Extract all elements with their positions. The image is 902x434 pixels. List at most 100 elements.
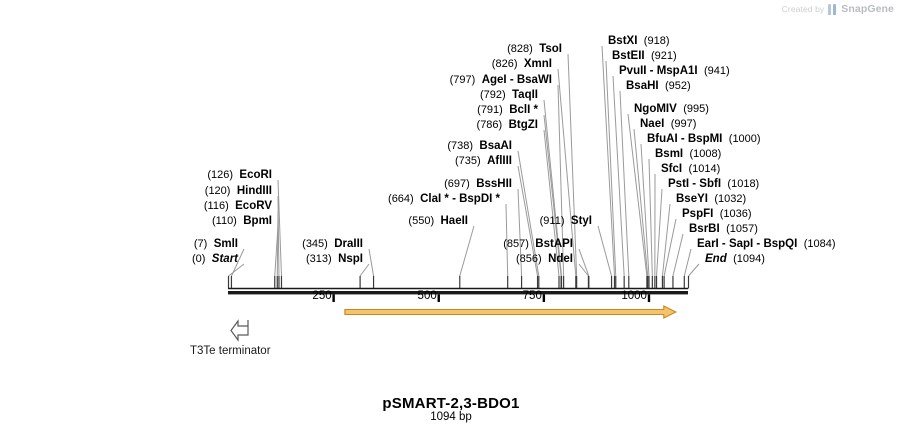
restriction-site-label[interactable]: (738) BsaAI xyxy=(192,140,512,153)
restriction-site-label[interactable]: EarI - SapI - BspQI (1084) xyxy=(697,238,836,251)
site-position: (735) xyxy=(455,155,481,167)
site-name: ClaI * - BspDI * xyxy=(420,193,500,205)
leader-lines-right xyxy=(601,45,700,277)
plasmid-size-label: 1094 bp xyxy=(430,411,472,423)
restriction-site-label[interactable]: BsrBI (1057) xyxy=(689,223,758,236)
restriction-site-label[interactable]: (7) SmlI xyxy=(0,238,238,251)
site-position: (1018) xyxy=(727,178,760,190)
restriction-site-label[interactable]: End (1094) xyxy=(705,253,765,266)
site-name: EcoRV xyxy=(235,200,272,212)
restriction-site-label[interactable]: (856) NdeI xyxy=(253,253,573,266)
site-name: BpmI xyxy=(243,215,272,227)
restriction-site-label[interactable]: (550) HaeII xyxy=(148,215,468,228)
restriction-site-label[interactable]: (345) DraIII xyxy=(43,238,363,251)
restriction-site-label[interactable]: BsmI (1008) xyxy=(655,148,721,161)
t3te-terminator-label: T3Te terminator xyxy=(190,345,271,357)
leader-line xyxy=(557,68,577,277)
restriction-site-label[interactable]: BstXI (918) xyxy=(608,35,669,48)
leader-lines-left xyxy=(228,53,613,277)
site-position: (791) xyxy=(477,104,503,116)
restriction-site-label[interactable]: (826) XmnI xyxy=(232,58,552,71)
restriction-site-label[interactable]: (0) Start xyxy=(0,253,238,266)
leader-line xyxy=(277,195,280,277)
site-name: BstXI xyxy=(608,35,638,47)
restriction-site-label[interactable]: (110) BpmI xyxy=(0,215,272,228)
site-name: PstI - SbfI xyxy=(668,178,722,190)
site-position: (786) xyxy=(476,119,503,131)
site-position: (550) xyxy=(408,215,435,227)
restriction-site-label[interactable]: (792) TaqII xyxy=(218,89,538,102)
site-name: AflIII xyxy=(487,155,512,167)
orf-arrow-shape[interactable] xyxy=(344,305,678,319)
leader-line xyxy=(359,263,370,277)
restriction-site-label[interactable]: SfcI (1014) xyxy=(661,163,720,176)
site-name: NgoMIV xyxy=(634,103,677,115)
leader-line xyxy=(640,143,650,277)
restriction-site-label[interactable]: PstI - SbfI (1018) xyxy=(668,178,759,191)
restriction-site-label[interactable]: (126) EcoRI xyxy=(0,169,272,182)
site-position: (1014) xyxy=(688,163,721,175)
leader-line xyxy=(578,248,590,277)
restriction-site-label[interactable]: (791) BclI * xyxy=(218,104,538,117)
restriction-site-label[interactable]: PspFI (1036) xyxy=(682,208,752,221)
site-name: SfcI xyxy=(661,163,683,175)
site-name: BsaHI xyxy=(626,80,659,92)
restriction-site-label[interactable]: (735) AflIII xyxy=(192,155,512,168)
restriction-site-label[interactable]: NaeI (997) xyxy=(640,118,696,131)
site-position: (738) xyxy=(447,140,473,152)
site-name: BsmI xyxy=(655,148,684,160)
restriction-site-label[interactable]: PvuII - MspA1I (941) xyxy=(619,65,730,78)
site-name: EarI - SapI - BspQI xyxy=(697,238,798,250)
site-position: (664) xyxy=(388,193,414,205)
site-name: HindIII xyxy=(236,185,272,197)
restriction-site-ticks xyxy=(227,276,690,289)
snapgene-logo-icon xyxy=(828,3,837,15)
restriction-site-label[interactable]: (664) ClaI * - BspDI * xyxy=(180,193,500,206)
leader-line xyxy=(672,233,684,277)
restriction-site-label[interactable]: (797) AgeI - BsaWI xyxy=(232,74,552,87)
site-position: (828) xyxy=(507,43,533,55)
site-name: NdeI xyxy=(548,253,573,265)
site-name: End xyxy=(705,253,727,265)
site-name: StyI xyxy=(570,215,592,227)
restriction-site-label[interactable]: BseYI (1032) xyxy=(676,193,746,206)
restriction-site-label[interactable]: NgoMIV (995) xyxy=(634,103,709,116)
plasmid-backbone xyxy=(228,287,688,295)
site-position: (1036) xyxy=(719,208,752,220)
restriction-site-label[interactable]: (313) NspI xyxy=(43,253,363,266)
site-name: TsoI xyxy=(539,43,562,55)
restriction-site-label[interactable]: BstEII (921) xyxy=(612,50,677,63)
snapgene-watermark: Created by SnapGene xyxy=(782,3,894,15)
site-position: (345) xyxy=(302,238,328,250)
t3te-terminator-icon[interactable] xyxy=(230,319,249,342)
site-name: EcoRI xyxy=(239,169,272,181)
backbone-lower-bar xyxy=(228,291,688,295)
restriction-site-label[interactable]: BfuAI - BspMI (1000) xyxy=(647,133,761,146)
restriction-site-label[interactable]: (697) BssHII xyxy=(192,178,512,191)
restriction-site-label[interactable]: (786) BtgZI xyxy=(218,119,538,132)
site-position: (110) xyxy=(211,215,237,227)
restriction-site-label[interactable]: (120) HindIII xyxy=(0,185,272,198)
site-position: (0) xyxy=(191,253,206,265)
leader-line xyxy=(663,218,677,277)
leader-line xyxy=(276,210,279,277)
watermark-brand-text: SnapGene xyxy=(841,3,894,15)
restriction-site-label[interactable]: (828) TsoI xyxy=(242,43,562,56)
leader-line xyxy=(601,45,615,277)
restriction-site-label[interactable]: (116) EcoRV xyxy=(0,200,272,213)
site-name: AgeI - BsaWI xyxy=(481,74,552,86)
site-name: BsrBI xyxy=(689,223,720,235)
leader-line xyxy=(228,263,245,277)
plasmid-title: pSMART-2,3-BDO1 xyxy=(382,395,520,412)
site-position: (857) xyxy=(503,238,529,250)
leader-line xyxy=(567,53,578,277)
restriction-site-label[interactable]: (857) BstAPI xyxy=(253,238,573,251)
site-name: BfuAI - BspMI xyxy=(647,133,723,145)
orf-arrow-feature[interactable] xyxy=(344,305,678,319)
terminator-arrow-shape[interactable] xyxy=(230,319,249,342)
ruler-number: 250 xyxy=(312,290,332,302)
restriction-site-label[interactable]: BsaHI (952) xyxy=(626,80,691,93)
leader-line xyxy=(543,114,562,277)
site-position: (797) xyxy=(449,74,476,86)
restriction-site-label[interactable]: (911) StyI xyxy=(272,215,592,228)
